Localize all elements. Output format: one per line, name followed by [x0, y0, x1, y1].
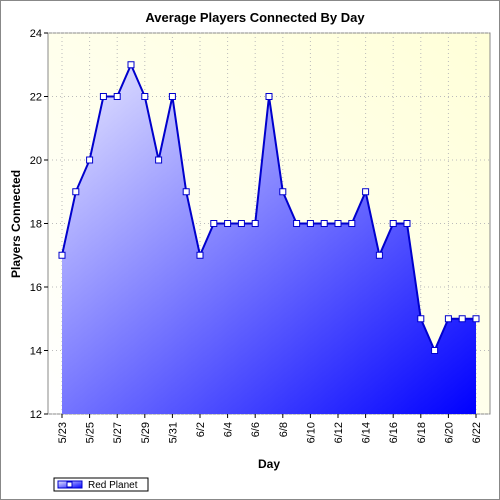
marker — [458, 315, 466, 323]
x-tick-label: 6/8 — [278, 422, 290, 437]
area — [62, 64, 476, 414]
x-tick-label: 6/18 — [416, 422, 428, 443]
y-axis-label: Players Connected — [9, 170, 23, 278]
x-tick-label: 6/12 — [333, 422, 345, 443]
marker — [99, 93, 107, 100]
x-tick-label: 6/20 — [443, 422, 455, 443]
marker — [210, 220, 218, 227]
y-tick-label: 14 — [30, 346, 42, 358]
x-tick-label: 6/22 — [471, 422, 483, 443]
y-tick-label: 22 — [30, 92, 42, 104]
marker — [265, 93, 273, 100]
marker — [306, 220, 314, 227]
marker — [334, 220, 342, 227]
x-tick-label: 6/4 — [223, 422, 235, 437]
x-tick-label: 5/29 — [140, 422, 152, 443]
x-tick-label: 6/16 — [388, 422, 400, 443]
marker — [320, 220, 328, 227]
marker — [251, 220, 259, 227]
marker — [72, 188, 80, 196]
marker — [168, 93, 176, 100]
marker — [224, 220, 232, 227]
marker — [362, 188, 370, 196]
marker — [113, 93, 121, 100]
marker — [58, 251, 66, 259]
marker — [348, 220, 356, 227]
marker — [389, 220, 397, 227]
plot-layer: 12 14 16 18 20 22 24 5/23 5/25 5/27 5/29 5/31 6/2 6/4… — [30, 28, 490, 492]
chart-title: Average Players Connected By Day — [145, 10, 365, 25]
marker — [444, 315, 452, 323]
x-tick-label: 6/2 — [195, 422, 207, 437]
x-tick-label: 6/6 — [250, 422, 262, 437]
marker — [293, 220, 301, 227]
legend-marker — [66, 481, 73, 488]
marker — [141, 93, 149, 100]
y-tick-label: 16 — [30, 282, 42, 294]
legend-label: Red Planet — [88, 480, 138, 491]
y-tick-label: 24 — [30, 28, 42, 40]
x-axis-label: Day — [258, 457, 280, 471]
marker — [279, 188, 287, 196]
y-tick-label: 18 — [30, 219, 42, 231]
marker — [196, 251, 204, 259]
y-tick-label: 12 — [30, 409, 42, 421]
x-tick-label: 5/23 — [57, 422, 69, 443]
x-tick-label: 6/10 — [305, 422, 317, 443]
marker — [182, 188, 190, 196]
marker — [417, 315, 425, 323]
marker — [472, 315, 480, 323]
marker — [86, 156, 94, 164]
x-tick-label: 6/14 — [361, 422, 373, 443]
marker — [403, 220, 411, 227]
marker — [155, 156, 163, 164]
marker — [237, 220, 245, 227]
marker — [431, 347, 439, 354]
x-tick-label: 5/27 — [112, 422, 124, 443]
marker — [375, 251, 383, 259]
marker — [127, 61, 135, 69]
x-tick-label: 5/31 — [167, 422, 179, 443]
y-tick-label: 20 — [30, 155, 42, 167]
x-tick-label: 5/25 — [85, 422, 97, 443]
